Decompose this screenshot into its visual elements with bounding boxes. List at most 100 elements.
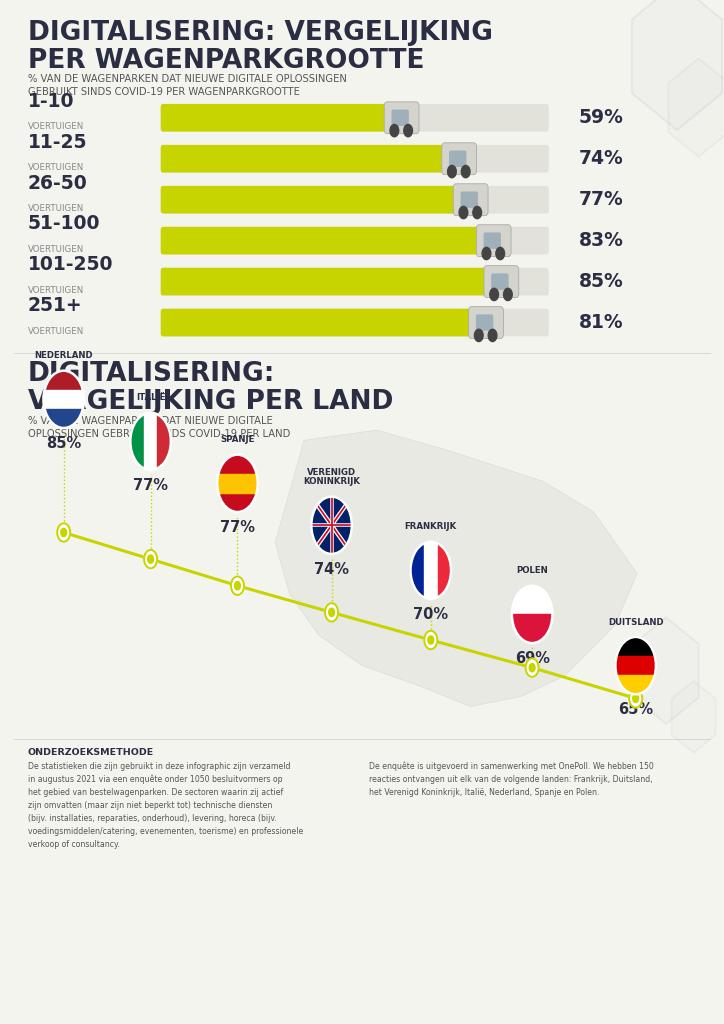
Circle shape xyxy=(325,603,338,622)
Circle shape xyxy=(144,550,157,568)
Bar xyxy=(157,413,171,470)
FancyBboxPatch shape xyxy=(392,110,409,126)
Text: 77%: 77% xyxy=(220,520,255,536)
Bar xyxy=(144,413,157,470)
Circle shape xyxy=(488,330,497,342)
Circle shape xyxy=(512,586,552,643)
Text: 83%: 83% xyxy=(578,231,623,250)
Bar xyxy=(512,614,552,643)
Text: POLEN: POLEN xyxy=(516,566,548,575)
Circle shape xyxy=(459,207,468,219)
Text: 85%: 85% xyxy=(46,436,81,452)
FancyBboxPatch shape xyxy=(453,183,488,216)
Circle shape xyxy=(231,577,244,595)
Text: 251+: 251+ xyxy=(28,296,82,315)
Text: 69%: 69% xyxy=(515,651,550,667)
Text: 70%: 70% xyxy=(413,607,448,623)
Text: De enquête is uitgevoerd in samenwerking met OnePoll. We hebben 150
reacties ont: De enquête is uitgevoerd in samenwerking… xyxy=(369,762,654,797)
Circle shape xyxy=(411,542,451,599)
Polygon shape xyxy=(668,58,724,157)
Text: De statistieken die zijn gebruikt in deze infographic zijn verzameld
in augustus: De statistieken die zijn gebruikt in dez… xyxy=(28,762,303,849)
FancyBboxPatch shape xyxy=(161,308,476,336)
Text: 65%: 65% xyxy=(618,702,653,718)
FancyBboxPatch shape xyxy=(161,144,449,172)
FancyBboxPatch shape xyxy=(161,144,549,172)
Circle shape xyxy=(461,166,470,178)
Text: DIGITALISERING:
VERGELIJKING PER LAND: DIGITALISERING: VERGELIJKING PER LAND xyxy=(28,361,393,415)
Circle shape xyxy=(629,689,642,708)
FancyBboxPatch shape xyxy=(468,306,503,339)
Polygon shape xyxy=(275,430,637,707)
Circle shape xyxy=(447,166,456,178)
Circle shape xyxy=(311,497,352,554)
Circle shape xyxy=(428,636,434,644)
Text: DUITSLAND: DUITSLAND xyxy=(608,617,663,627)
Bar xyxy=(217,474,258,493)
Text: VOERTUIGEN: VOERTUIGEN xyxy=(28,122,84,131)
Circle shape xyxy=(329,608,334,616)
Bar xyxy=(43,390,84,409)
Circle shape xyxy=(61,528,67,537)
Circle shape xyxy=(217,455,258,512)
Text: VOERTUIGEN: VOERTUIGEN xyxy=(28,204,84,213)
Text: FRANKRIJK: FRANKRIJK xyxy=(405,522,457,531)
FancyBboxPatch shape xyxy=(161,267,491,295)
Circle shape xyxy=(503,289,513,301)
Text: 74%: 74% xyxy=(578,150,623,168)
Text: VOERTUIGEN: VOERTUIGEN xyxy=(28,286,84,295)
Text: ONDERZOEKSMETHODE: ONDERZOEKSMETHODE xyxy=(28,748,153,757)
Circle shape xyxy=(148,555,153,563)
Text: 77%: 77% xyxy=(133,478,168,494)
Polygon shape xyxy=(672,681,715,753)
FancyBboxPatch shape xyxy=(161,185,460,213)
Circle shape xyxy=(424,631,437,649)
FancyBboxPatch shape xyxy=(460,191,478,208)
Text: VOERTUIGEN: VOERTUIGEN xyxy=(28,163,84,172)
Circle shape xyxy=(43,371,84,428)
Text: 11-25: 11-25 xyxy=(28,132,87,152)
Text: DIGITALISERING: VERGELIJKING
PER WAGENPARKGROOTTE: DIGITALISERING: VERGELIJKING PER WAGENPA… xyxy=(28,20,492,74)
Text: 85%: 85% xyxy=(578,272,623,291)
Bar xyxy=(615,656,656,675)
FancyBboxPatch shape xyxy=(476,314,493,331)
Circle shape xyxy=(130,413,171,470)
Text: % VAN DE WAGENPARKEN DAT NIEUWE DIGITALE OPLOSSINGEN
GEBRUIKT SINDS COVID-19 PER: % VAN DE WAGENPARKEN DAT NIEUWE DIGITALE… xyxy=(28,74,346,97)
Text: SPANJE: SPANJE xyxy=(220,435,255,444)
FancyBboxPatch shape xyxy=(161,185,549,213)
FancyBboxPatch shape xyxy=(161,308,549,336)
FancyBboxPatch shape xyxy=(161,267,549,295)
FancyBboxPatch shape xyxy=(161,103,549,131)
Text: 51-100: 51-100 xyxy=(28,214,100,233)
Circle shape xyxy=(482,248,491,260)
Circle shape xyxy=(633,694,639,702)
Bar xyxy=(437,542,451,599)
Text: VERENIGD
KONINKRIJK: VERENIGD KONINKRIJK xyxy=(303,468,360,486)
FancyBboxPatch shape xyxy=(484,265,518,298)
Bar xyxy=(43,371,84,390)
FancyBboxPatch shape xyxy=(161,226,549,254)
Circle shape xyxy=(496,248,505,260)
Text: VOERTUIGEN: VOERTUIGEN xyxy=(28,327,84,336)
Polygon shape xyxy=(634,617,699,724)
Circle shape xyxy=(526,658,539,677)
Circle shape xyxy=(473,207,481,219)
Circle shape xyxy=(489,289,498,301)
Circle shape xyxy=(390,125,399,137)
Text: 81%: 81% xyxy=(578,313,623,332)
Polygon shape xyxy=(632,0,722,130)
Circle shape xyxy=(474,330,483,342)
Bar xyxy=(615,637,656,656)
FancyBboxPatch shape xyxy=(161,226,484,254)
FancyBboxPatch shape xyxy=(476,224,511,257)
Text: VOERTUIGEN: VOERTUIGEN xyxy=(28,245,84,254)
FancyBboxPatch shape xyxy=(484,232,501,249)
FancyBboxPatch shape xyxy=(491,273,508,290)
Bar xyxy=(43,409,84,428)
Text: 26-50: 26-50 xyxy=(28,173,88,193)
Circle shape xyxy=(615,637,656,694)
Text: 59%: 59% xyxy=(578,109,623,127)
Text: % VAN DE WAGENPARKEN DAT NIEUWE DIGITALE
OPLOSSINGEN GEBRUIKT SINDS COVID-19 PER: % VAN DE WAGENPARKEN DAT NIEUWE DIGITALE… xyxy=(28,416,290,439)
FancyBboxPatch shape xyxy=(384,101,419,134)
FancyBboxPatch shape xyxy=(442,142,476,175)
Circle shape xyxy=(235,582,240,590)
